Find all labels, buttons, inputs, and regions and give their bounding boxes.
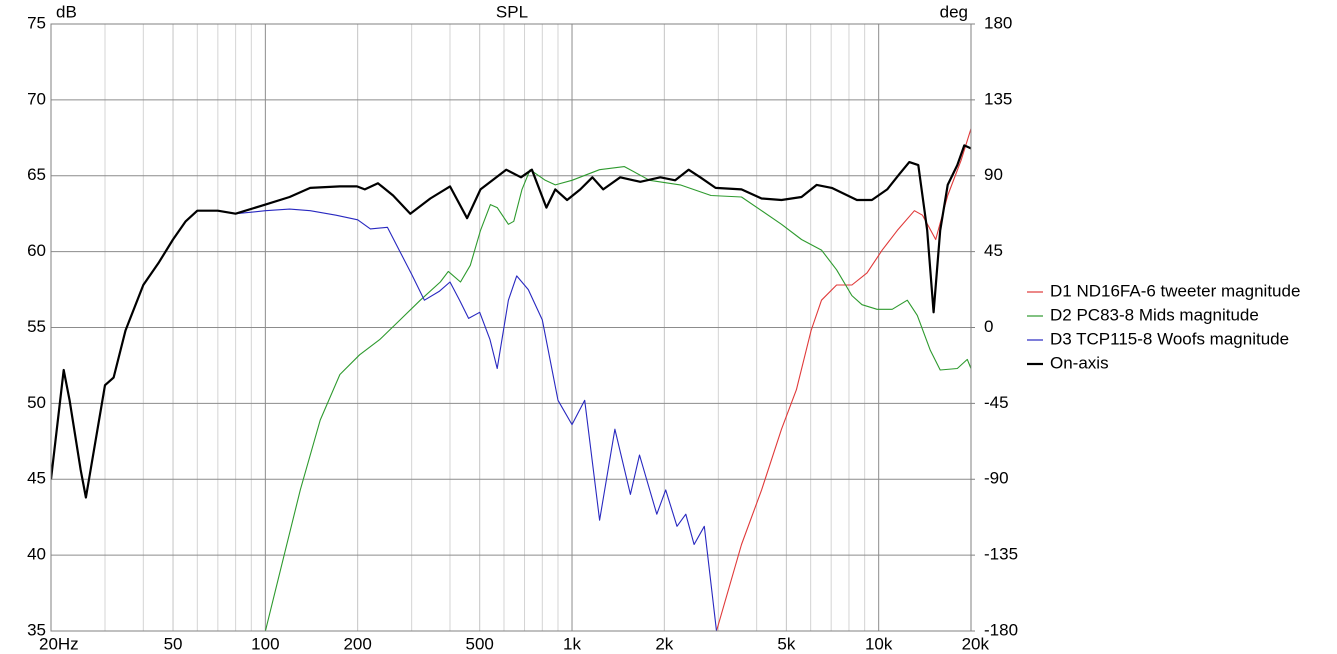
y2-axis-label: deg — [940, 2, 968, 21]
legend-label: D1 ND16FA-6 tweeter magnitude — [1050, 281, 1300, 300]
series-line — [715, 128, 971, 631]
y-tick-label: 45 — [27, 469, 46, 488]
y-tick-label: 75 — [27, 13, 46, 32]
x-tick-label: 1k — [563, 634, 581, 653]
x-tick-label: 100 — [251, 634, 279, 653]
y-tick-label: 60 — [27, 241, 46, 260]
y-tick-label: 40 — [27, 545, 46, 564]
y2-tick-label: -90 — [984, 469, 1009, 488]
legend-label: On-axis — [1050, 353, 1109, 372]
y2-tick-label: 180 — [984, 13, 1012, 32]
x-tick-label: 500 — [466, 634, 494, 653]
y2-tick-label: 45 — [984, 241, 1003, 260]
x-tick-label: 20Hz — [39, 634, 79, 653]
x-tick-label: 20k — [962, 634, 990, 653]
series-line — [51, 144, 971, 499]
y2-tick-label: 135 — [984, 89, 1012, 108]
y2-tick-label: -45 — [984, 393, 1009, 412]
series-line — [264, 166, 971, 631]
x-tick-label: 5k — [777, 634, 795, 653]
y-tick-label: 70 — [27, 89, 46, 108]
legend-label: D2 PC83-8 Mids magnitude — [1050, 305, 1259, 324]
y-tick-label: 50 — [27, 393, 46, 412]
plot-lines — [51, 128, 971, 631]
x-tick-label: 2k — [655, 634, 673, 653]
x-tick-label: 10k — [865, 634, 893, 653]
x-tick-label: 200 — [343, 634, 371, 653]
y2-tick-label: 90 — [984, 165, 1003, 184]
y2-tick-label: 0 — [984, 317, 993, 336]
y2-tick-label: -180 — [984, 620, 1018, 639]
x-tick-label: 50 — [164, 634, 183, 653]
grid — [50, 23, 972, 632]
chart-title: SPL — [496, 2, 528, 21]
y2-tick-label: -135 — [984, 545, 1018, 564]
y-tick-label: 65 — [27, 165, 46, 184]
y-tick-label: 35 — [27, 620, 46, 639]
y-tick-label: 55 — [27, 317, 46, 336]
y-axis-label: dB — [56, 2, 77, 21]
legend-label: D3 TCP115-8 Woofs magnitude — [1050, 329, 1289, 348]
